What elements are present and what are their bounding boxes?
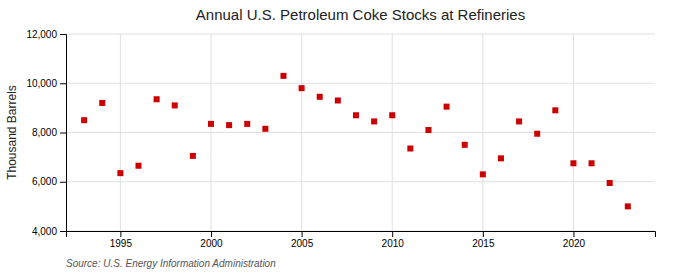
point	[516, 118, 522, 124]
x-tick-label: 2020	[563, 238, 586, 249]
y-tick: 6,000	[32, 176, 66, 187]
marks	[81, 73, 631, 210]
x-tick-label: 2005	[291, 238, 314, 249]
point	[353, 112, 359, 118]
grid-line-x	[120, 34, 121, 231]
point	[389, 112, 395, 118]
point	[425, 127, 431, 133]
plot: 1995 2000 2005 2010 2015 2020 4,000 6,000 8,000 1…	[26, 29, 655, 249]
annotation: Source: U.S. Energy Information Administ…	[66, 258, 276, 269]
grid-line-y	[66, 83, 655, 84]
y-tick-label: 6,000	[32, 176, 57, 187]
grid-line-x	[482, 34, 483, 231]
point	[154, 96, 160, 102]
point	[244, 121, 250, 127]
point	[552, 107, 558, 113]
point	[480, 171, 486, 177]
grid-line-y	[66, 181, 655, 182]
point	[462, 142, 468, 148]
x-tick: 2005	[291, 231, 314, 249]
grid-line-y	[66, 34, 655, 35]
x-tick-mark	[573, 231, 574, 237]
point	[534, 131, 540, 137]
x-tick-mark	[211, 231, 212, 237]
y-tick-label: 4,000	[32, 226, 57, 237]
point	[498, 155, 504, 161]
point	[317, 94, 323, 100]
grid-line-x	[210, 34, 211, 231]
y-tick: 10,000	[26, 78, 66, 89]
x-tick-label: 2000	[200, 238, 223, 249]
y-tick-mark	[60, 34, 66, 35]
y-axis-title: Thousand Barrels	[5, 85, 19, 180]
grid-line-x	[301, 34, 302, 231]
y-tick: 4,000	[32, 226, 66, 237]
point	[117, 170, 123, 176]
x-axis-line	[67, 232, 656, 238]
y-tick-label: 8,000	[32, 127, 57, 138]
chart: 1995 2000 2005 2010 2015 2020 4,000 6,000 8,000 1…	[0, 0, 675, 275]
x-tick: 2000	[200, 231, 223, 249]
x-axis: 1995 2000 2005 2010 2015 2020	[67, 231, 656, 249]
y-tick: 8,000	[32, 127, 66, 138]
x-tick-mark	[483, 231, 484, 237]
point	[208, 121, 214, 127]
point	[299, 85, 305, 91]
grid-line-x	[392, 34, 393, 231]
y-axis: 4,000 6,000 8,000 10,000 12,000	[26, 29, 66, 237]
grid	[66, 34, 655, 231]
y-tick-label: 10,000	[26, 78, 57, 89]
point	[589, 160, 595, 166]
y-tick-mark	[60, 182, 66, 183]
point	[226, 122, 232, 128]
x-tick: 1995	[110, 231, 133, 249]
x-tick-label: 2010	[382, 238, 405, 249]
point	[335, 97, 341, 103]
grid-line-x	[573, 34, 574, 231]
y-tick: 12,000	[26, 29, 66, 40]
y-tick-mark	[60, 133, 66, 134]
point	[262, 126, 268, 132]
y-tick-mark	[60, 231, 66, 232]
x-tick-mark	[120, 231, 121, 237]
point	[371, 118, 377, 124]
x-tick: 2010	[382, 231, 405, 249]
point	[607, 180, 613, 186]
point	[444, 104, 450, 110]
point	[172, 102, 178, 108]
y-axis-line	[60, 35, 67, 232]
y-tick-mark	[60, 83, 66, 84]
point	[625, 203, 631, 209]
x-tick-label: 2015	[472, 238, 495, 249]
title: Annual U.S. Petroleum Coke Stocks at Ref…	[196, 6, 525, 23]
point	[570, 160, 576, 166]
grid-line-y	[66, 132, 655, 133]
point	[135, 163, 141, 169]
x-tick: 2015	[472, 231, 495, 249]
x-tick-mark	[392, 231, 393, 237]
x-tick-mark	[302, 231, 303, 237]
y-tick-label: 12,000	[26, 29, 57, 40]
point	[81, 117, 87, 123]
point	[99, 100, 105, 106]
x-tick-label: 1995	[110, 238, 133, 249]
point	[280, 73, 286, 79]
x-tick: 2020	[563, 231, 586, 249]
point	[190, 153, 196, 159]
point	[407, 146, 413, 152]
